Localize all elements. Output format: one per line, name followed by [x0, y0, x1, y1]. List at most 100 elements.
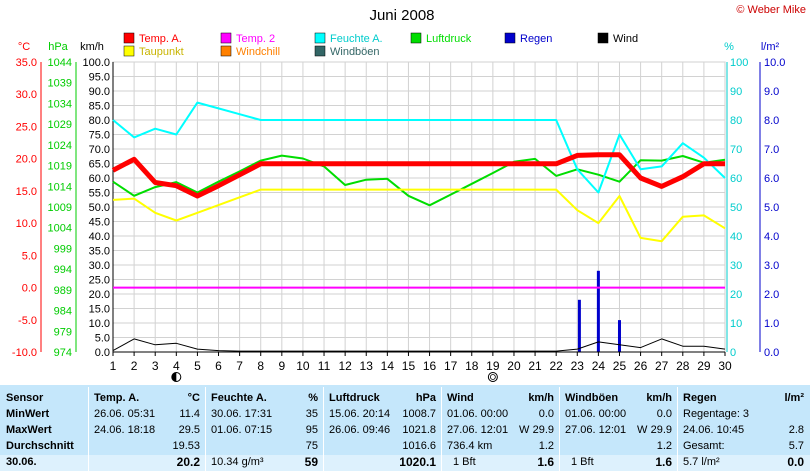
pressure-tick-label: 1009	[48, 202, 72, 214]
rain-tick-label: 10.0	[764, 57, 785, 69]
temp-tick-label: 5.0	[22, 250, 37, 262]
wind-last-value: 1.6	[537, 455, 554, 469]
pressure-max-time: 26.06. 09:46	[329, 424, 391, 436]
x-tick-label: 23	[571, 359, 585, 373]
wind-unit: km/h	[528, 392, 554, 404]
x-tick-label: 10	[296, 359, 310, 373]
pressure-tick-label: 1044	[48, 57, 72, 69]
pressure-min-value: 1008.7	[402, 408, 436, 420]
wind-tick-label: 65.0	[89, 159, 110, 171]
temp-last-value: 20.2	[176, 455, 200, 469]
x-tick-label: 25	[613, 359, 627, 373]
humidity-tick-label: 50	[730, 202, 742, 214]
x-tick-label: 27	[655, 359, 669, 373]
humidity-tick-label: 0	[730, 347, 736, 359]
wind-max-direction: W	[519, 424, 530, 436]
grid	[112, 61, 726, 353]
wind-tick-label: 80.0	[89, 115, 110, 127]
gust-max-time: 27.06. 12:01	[565, 424, 627, 436]
rain-tick-label: 9.0	[764, 86, 779, 98]
rain-tick-label: 3.0	[764, 260, 779, 272]
column-divider	[441, 387, 442, 471]
pressure-tick-label: 994	[54, 264, 72, 276]
x-tick-label: 4	[173, 359, 180, 373]
temp-max-time: 24.06. 18:18	[94, 424, 156, 436]
legend-label: Luftdruck	[426, 33, 472, 45]
humidity-tick-label: 20	[730, 289, 742, 301]
legend: Temp. A. Temp. 2 Feuchte A. Luftdruck Regen W…	[123, 32, 638, 58]
legend-label: Wind	[613, 33, 638, 45]
pressure-tick-label: 989	[54, 285, 72, 297]
humidity-min-value: 35	[305, 408, 318, 420]
x-tick-label: 11	[318, 359, 331, 373]
pressure-unit: hPa	[415, 392, 436, 404]
x-tick-label: 15	[402, 359, 416, 373]
legend-swatch	[314, 45, 326, 57]
gust-min-value: 0.0	[656, 408, 672, 420]
rain-total-value: 5.7	[788, 440, 804, 452]
temp-tick-label: 15.0	[16, 186, 37, 198]
x-tick-label: 12	[338, 359, 352, 373]
humidity-tick-label: 40	[730, 231, 742, 243]
rain-bar	[577, 299, 581, 352]
rain-month-total: 5.7 l/m²	[683, 456, 720, 468]
wind-avg-value: 1.2	[538, 440, 554, 452]
legend-label: Taupunkt	[139, 46, 184, 58]
x-axis: 1 2 3 4 5 6 7 8 9 10 11 12 13 14 15 16 17 18 19 20 21 22 23 24 2…	[110, 351, 732, 382]
copyright-label: © Weber Mike	[736, 4, 806, 16]
rain-max-time: 24.06. 10:45	[683, 424, 745, 436]
humidity-avg-value: 75	[305, 440, 318, 452]
column-divider	[205, 387, 206, 471]
wind-tick-label: 100.0	[82, 57, 110, 69]
gust-header: Windböen	[565, 392, 619, 404]
wind-max-value: 29.9	[532, 424, 554, 436]
wind-tick-label: 5.0	[95, 333, 110, 345]
pressure-min-time: 15.06. 20:14	[329, 408, 391, 420]
temp-tick-label: 0.0	[22, 283, 37, 295]
wind-distance: 736.4 km	[447, 440, 493, 452]
legend-swatch	[123, 45, 135, 57]
wind-header: Wind	[447, 392, 474, 404]
moon-shadow	[171, 372, 177, 382]
gust-min-time: 01.06. 00:00	[565, 408, 627, 420]
rain-tick-label: 8.0	[764, 115, 779, 127]
pressure-last-value: 1020.1	[399, 455, 436, 469]
legend-label: Temp. A.	[139, 33, 182, 45]
rain-tick-label: 6.0	[764, 173, 779, 185]
min-row-label: MinWert	[6, 408, 50, 420]
max-row-label: MaxWert	[6, 424, 52, 436]
pressure-tick-label: 1029	[48, 119, 72, 131]
x-tick-label: 24	[592, 359, 606, 373]
legend-swatch	[314, 32, 326, 44]
weather-chart: Juni 2008 © Weber Mike Temp. A. Temp. 2 Fe…	[11, 4, 806, 382]
gust-max-direction: W	[637, 424, 648, 436]
humidity-tick-label: 80	[730, 115, 742, 127]
temp-tick-label: 10.0	[16, 218, 37, 230]
pressure-header: Luftdruck	[329, 392, 380, 404]
humidity-tick-label: 10	[730, 318, 742, 330]
legend-label: Temp. 2	[236, 33, 275, 45]
chart-title: Juni 2008	[369, 7, 434, 24]
humidity-tick-label: 30	[730, 260, 742, 272]
series-line-luftdruck	[112, 154, 726, 207]
axis-units: °C hPa km/h% l/m²	[18, 41, 780, 53]
x-tick-label: 17	[444, 359, 458, 373]
rain-last-value: 0.0	[787, 455, 804, 469]
pressure-tick-label: 984	[54, 306, 72, 318]
gust-beaufort: 1 Bft	[571, 456, 594, 468]
legend-label: Windchill	[236, 46, 280, 58]
humidity-header: Feuchte A.	[211, 392, 267, 404]
rain-tick-label: 5.0	[764, 202, 779, 214]
wind-min-time: 01.06. 00:00	[447, 408, 509, 420]
legend-swatch	[220, 32, 232, 44]
pressure-avg-value: 1016.6	[402, 440, 436, 452]
temp-tick-label: 35.0	[16, 57, 37, 69]
humidity-tick-label: 60	[730, 173, 742, 185]
rain-tick-label: 1.0	[764, 318, 779, 330]
gust-unit: km/h	[646, 392, 672, 404]
x-tick-label: 8	[257, 359, 264, 373]
gust-avg-value: 1.2	[656, 440, 672, 452]
pressure-tick-label: 999	[54, 243, 72, 255]
gust-max-value: 29.9	[650, 424, 672, 436]
series-line-wind	[112, 338, 726, 352]
